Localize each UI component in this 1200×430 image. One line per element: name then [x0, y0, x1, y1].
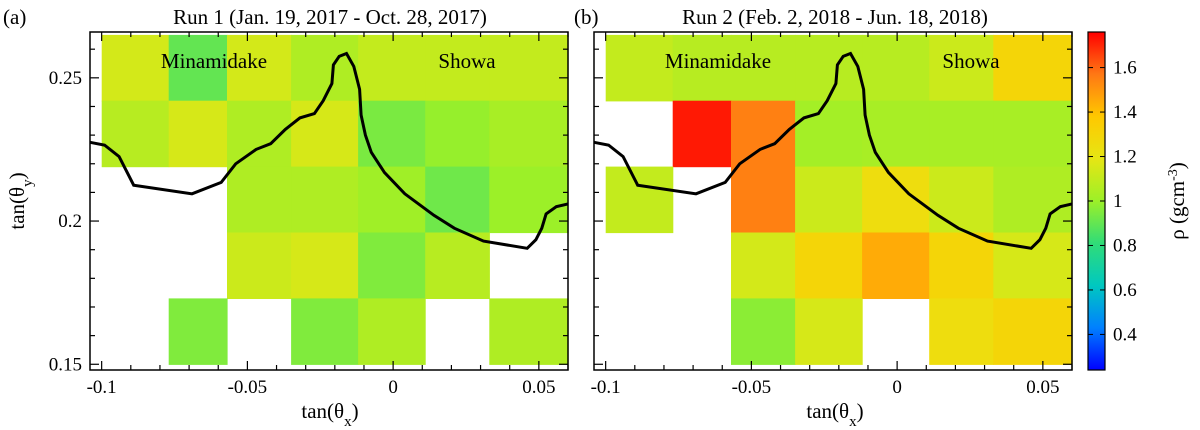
- panel-b-cell-r1-c5: [929, 100, 994, 168]
- panel-b-cell-r4-c3: [795, 298, 863, 365]
- panel-a-cell-r4-c3: [291, 298, 359, 365]
- panel-b-cell-r2-c0: [605, 166, 674, 234]
- panel-a-label: (a): [3, 5, 26, 29]
- panel-a-y-ticks: 0.15 0.2 0.25: [49, 48, 568, 375]
- panel-b-x-tick-label: -0.05: [732, 377, 772, 398]
- colorbar-tick-label: 1.2: [1113, 147, 1137, 168]
- panel-b-cell-r2-c4: [862, 166, 930, 234]
- panel-a-x-tick-label: -0.1: [87, 377, 117, 398]
- panel-b-label-minamidake: Minamidake: [665, 49, 771, 73]
- panel-b-x-tick-label: 0.05: [1026, 377, 1059, 398]
- panel-a-label-minamidake: Minamidake: [161, 49, 267, 73]
- panel-b-run2: (b) Run 2 (Feb. 2, 2018 - Jun. 18, 2018)…: [574, 5, 1073, 430]
- panel-b-label: (b): [574, 5, 599, 29]
- panel-a-y-axis-label: tan(θy): [5, 172, 36, 229]
- panel-a-y-tick-label: 0.2: [58, 211, 82, 232]
- panel-a-label-showa: Showa: [438, 49, 496, 73]
- panel-a-run1: (a) Run 1 (Jan. 19, 2017 - Oct. 28, 2017…: [3, 5, 569, 430]
- panel-b-cell-r4-c2: [731, 298, 796, 365]
- panel-b-cell-r2-c2: [731, 166, 796, 234]
- panel-a-cell-r2-c3: [291, 166, 359, 234]
- panel-b-cell-r4-c5: [929, 298, 994, 365]
- colorbar-tick-label: 0.8: [1113, 235, 1137, 256]
- colorbar-gradient: [1088, 32, 1105, 370]
- panel-a-cell-r1-c3: [291, 100, 359, 168]
- panel-b-x-tick-label: -0.1: [591, 377, 621, 398]
- panel-b-x-tick-label: 0: [892, 377, 902, 398]
- panel-b-cell-r3-c5: [929, 232, 994, 299]
- panel-a-title: Run 1 (Jan. 19, 2017 - Oct. 28, 2017): [173, 5, 487, 29]
- panel-a-cell-r1-c4: [358, 100, 426, 168]
- colorbar-label: ρ (gcm-3): [1165, 162, 1189, 240]
- panel-b-cell-r3-c3: [795, 232, 863, 299]
- panel-a-cell-r3-c2: [227, 232, 292, 299]
- panel-a-cell-r3-c5: [425, 232, 490, 299]
- panel-a-cell-r2-c6: [489, 166, 569, 234]
- panel-a-x-tick-label: 0: [388, 377, 398, 398]
- colorbar-tick-label: 0.4: [1113, 324, 1137, 345]
- panel-b-cells: [605, 34, 1073, 365]
- panel-a-x-tick-label: 0.05: [522, 377, 555, 398]
- panel-a-cell-r3-c4: [358, 232, 426, 299]
- colorbar-tick-label: 1: [1113, 191, 1123, 212]
- panel-a-cell-r1-c5: [425, 100, 490, 168]
- panel-a-cell-r0-c3: [291, 34, 359, 102]
- panel-a-cell-r4-c6: [489, 298, 569, 365]
- panel-b-cell-r0-c3: [795, 34, 863, 102]
- panel-a-cell-r0-c2: [227, 34, 292, 102]
- panel-b-cell-r1-c3: [795, 100, 863, 168]
- panel-a-cell-r1-c1: [168, 100, 228, 168]
- panel-a-cell-r0-c5: [425, 34, 490, 102]
- panel-b-cell-r3-c6: [993, 232, 1073, 299]
- panel-a-cell-r0-c6: [489, 34, 569, 102]
- panel-b-title: Run 2 (Feb. 2, 2018 - Jun. 18, 2018): [682, 5, 988, 29]
- panel-b-y-ticks: [594, 48, 1072, 365]
- panel-b-cell-r0-c0: [605, 34, 674, 102]
- panel-a-cell-r1-c0: [101, 100, 170, 168]
- colorbar: 0.4 0.6 0.8 1 1.2 1.4 1.6 ρ (gcm-3): [1087, 31, 1189, 371]
- panel-b-x-axis-label: tan(θx): [806, 399, 863, 430]
- colorbar-ticks: 0.4 0.6 0.8 1 1.2 1.4 1.6: [1088, 58, 1137, 345]
- panel-a-crater-outline: [89, 51, 569, 250]
- panel-a-x-tick-label: -0.05: [228, 377, 268, 398]
- panel-b-cell-r2-c6: [993, 166, 1073, 234]
- panel-b-crater-outline: [593, 51, 1073, 250]
- panel-b-cell-r1-c1: [672, 100, 732, 168]
- panel-b-cell-r4-c6: [993, 298, 1073, 365]
- panel-b-cell-r0-c5: [929, 34, 994, 102]
- panel-b-x-ticks: -0.1 -0.05 0 0.05: [591, 32, 1073, 398]
- panel-b-label-showa: Showa: [942, 49, 1000, 73]
- colorbar-tick-label: 0.6: [1113, 280, 1137, 301]
- panel-a-cell-r2-c4: [358, 166, 426, 234]
- panel-a-y-tick-label: 0.25: [49, 68, 82, 89]
- panel-a-x-ticks: -0.1 -0.05 0 0.05: [87, 32, 569, 398]
- panel-a-cell-r0-c4: [358, 34, 426, 102]
- colorbar-tick-label: 1.6: [1113, 58, 1137, 79]
- panel-a-cell-r4-c1: [168, 298, 228, 365]
- panel-b-frame: [593, 31, 1073, 371]
- panel-a-x-axis-label: tan(θx): [301, 399, 358, 430]
- colorbar-tick-label: 1.4: [1113, 102, 1137, 123]
- panel-b-cell-r2-c3: [795, 166, 863, 234]
- panel-a-cell-r3-c3: [291, 232, 359, 299]
- panel-b-cell-r0-c6: [993, 34, 1073, 102]
- panel-a-cell-r0-c0: [101, 34, 170, 102]
- panel-b-cell-r3-c4: [862, 232, 930, 299]
- panel-b-cell-r0-c1: [672, 34, 732, 102]
- panel-b-cell-r2-c5: [929, 166, 994, 234]
- panel-b-cell-r1-c6: [993, 100, 1073, 168]
- panel-a-y-tick-label: 0.15: [49, 354, 82, 375]
- panel-b-cell-r1-c4: [862, 100, 930, 168]
- panel-a-cell-r2-c2: [227, 166, 292, 234]
- panel-b-cell-r0-c4: [862, 34, 930, 102]
- panel-a-cell-r4-c4: [358, 298, 426, 365]
- panel-a-frame: [89, 31, 569, 371]
- panel-a-cells: [101, 34, 569, 365]
- panel-a-cell-r0-c1: [168, 34, 228, 102]
- panel-b-cell-r0-c2: [731, 34, 796, 102]
- panel-a-cell-r2-c5: [425, 166, 490, 234]
- panel-b-cell-r3-c2: [731, 232, 796, 299]
- panel-a-cell-r1-c6: [489, 100, 569, 168]
